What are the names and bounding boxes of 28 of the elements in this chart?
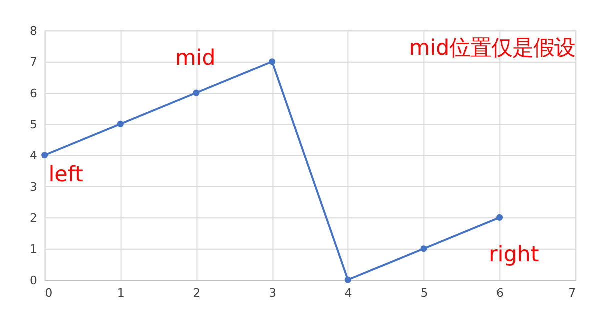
x-tick-label: 7 xyxy=(568,286,576,300)
x-tick-label: 3 xyxy=(269,286,277,300)
point xyxy=(420,246,428,252)
x-tick-label: 1 xyxy=(117,286,125,300)
y-tick-label: 2 xyxy=(30,211,38,226)
point xyxy=(496,214,504,221)
x-tick-label: 6 xyxy=(496,286,504,300)
annotation: mid位置仅是假设 xyxy=(409,36,576,62)
point xyxy=(117,120,124,128)
y-tick-label: 4 xyxy=(30,148,38,163)
y-tick-label: 3 xyxy=(30,180,38,194)
point xyxy=(193,90,200,96)
point xyxy=(269,58,276,66)
y-tick-label: 1 xyxy=(30,242,38,256)
annotation: right xyxy=(488,242,540,268)
y-tick-label: 8 xyxy=(30,24,38,38)
point xyxy=(42,152,48,159)
y-tick-label: 0 xyxy=(30,273,38,288)
point xyxy=(344,276,352,284)
y-tick-label: 6 xyxy=(30,86,38,100)
x-tick-label: 0 xyxy=(45,286,53,300)
annotation: mid xyxy=(175,46,216,71)
x-tick-label: 2 xyxy=(193,286,201,300)
annotation: left xyxy=(48,162,84,188)
x-tick-label: 5 xyxy=(420,286,428,300)
y-tick-label: 7 xyxy=(30,55,38,70)
x-tick-label: 4 xyxy=(344,286,352,300)
y-tick-label: 5 xyxy=(30,118,38,132)
